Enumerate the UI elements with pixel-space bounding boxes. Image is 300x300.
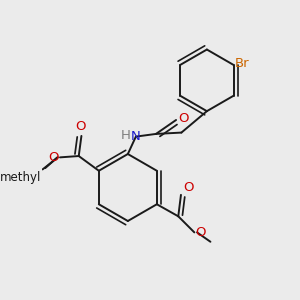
- Text: methyl: methyl: [0, 171, 41, 184]
- Text: O: O: [183, 181, 194, 194]
- Text: O: O: [48, 151, 58, 164]
- Text: O: O: [178, 112, 189, 125]
- Text: O: O: [196, 226, 206, 239]
- Text: Br: Br: [235, 57, 250, 70]
- Text: N: N: [131, 130, 141, 143]
- Text: O: O: [75, 120, 85, 133]
- Text: H: H: [121, 129, 130, 142]
